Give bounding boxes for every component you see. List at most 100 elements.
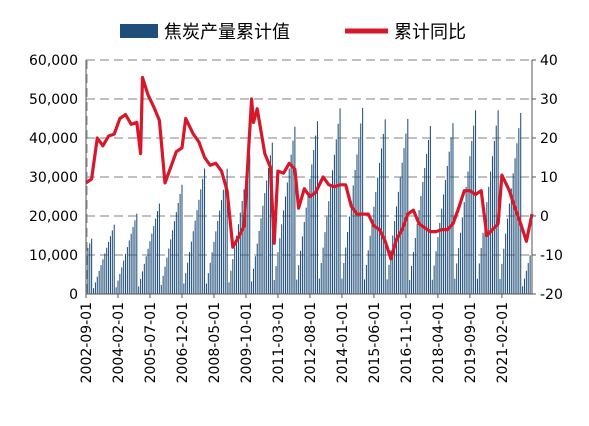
x-tick-label: 2009-10-01 [239,302,255,383]
bar [234,247,236,294]
bar [527,263,529,294]
bar [222,189,224,294]
left-tick-label: 0 [69,287,78,303]
bar [486,202,488,294]
bar [463,202,465,294]
bar [482,232,484,294]
bar [380,148,382,294]
bar [164,266,166,294]
bar [309,178,311,294]
bar [94,282,96,294]
bar [194,220,196,294]
bar [153,226,155,294]
bar [254,256,256,294]
bar [525,270,527,294]
bar [518,128,520,294]
bar [266,180,268,294]
bar [89,243,91,294]
bar [322,247,324,294]
left-tick-label: 60,000 [29,53,78,69]
bar [213,241,215,294]
bar [337,123,339,294]
bar [412,251,414,294]
bar [141,271,143,294]
bar [151,233,153,294]
bar [303,222,305,294]
bar [228,282,230,294]
bar [211,252,213,294]
left-tick-label: 30,000 [29,170,78,186]
bar [200,189,202,294]
bar [128,240,130,294]
bar [488,186,490,294]
bar [119,273,121,294]
bar [360,123,362,294]
bar [243,189,245,294]
bar [104,253,106,294]
bar [411,265,413,294]
bar [305,207,307,294]
bar [130,233,132,294]
bar [179,193,181,294]
bar [475,110,477,294]
bar [288,168,290,294]
bar [115,287,117,294]
left-tick-label: 40,000 [29,131,78,147]
bar [202,178,204,294]
bar [217,220,219,294]
bar [405,133,407,294]
bar [414,237,416,294]
bar [459,232,462,294]
bar [431,279,433,294]
bar [166,257,168,294]
x-axis-ticks: 2002-09-01 2004-02-01 2005-07-01 2006-12-01… [79,294,511,383]
bar [294,126,296,294]
bar [458,248,460,294]
bar [177,203,179,294]
bar [172,230,174,294]
bar [162,275,164,294]
bar [132,227,134,294]
bar [348,216,350,294]
bar [433,265,435,294]
bar [367,250,369,294]
bar [209,262,211,294]
line-series-layer [85,75,534,261]
bar [522,286,524,294]
bar [358,138,360,294]
bar [108,241,110,294]
bar [264,193,266,294]
bar [100,265,102,294]
bar [307,193,309,294]
bar [347,231,349,294]
bar [138,286,140,294]
bar [286,182,288,294]
bar [156,211,159,294]
bar [469,156,471,294]
bar [300,250,302,294]
bar [365,264,367,294]
bar [273,280,275,294]
x-tick-label: 2014-01-01 [335,302,351,383]
bar [262,205,264,294]
bar [290,154,292,294]
bar [499,278,501,294]
bar [441,208,443,294]
bar [170,239,172,294]
bar [237,224,239,294]
bar [136,213,138,294]
bar [277,252,279,294]
bar [215,231,217,294]
bar [476,278,478,294]
bar [173,221,175,294]
right-tick-label: 30 [540,92,558,108]
bar [424,167,426,294]
bar [333,154,335,294]
bar [316,121,318,294]
bar [397,191,399,294]
bar [394,221,396,294]
legend-bar-swatch [120,24,158,38]
bar [181,184,183,294]
x-tick-label: 2021-02-01 [495,302,511,383]
bar [345,247,347,294]
